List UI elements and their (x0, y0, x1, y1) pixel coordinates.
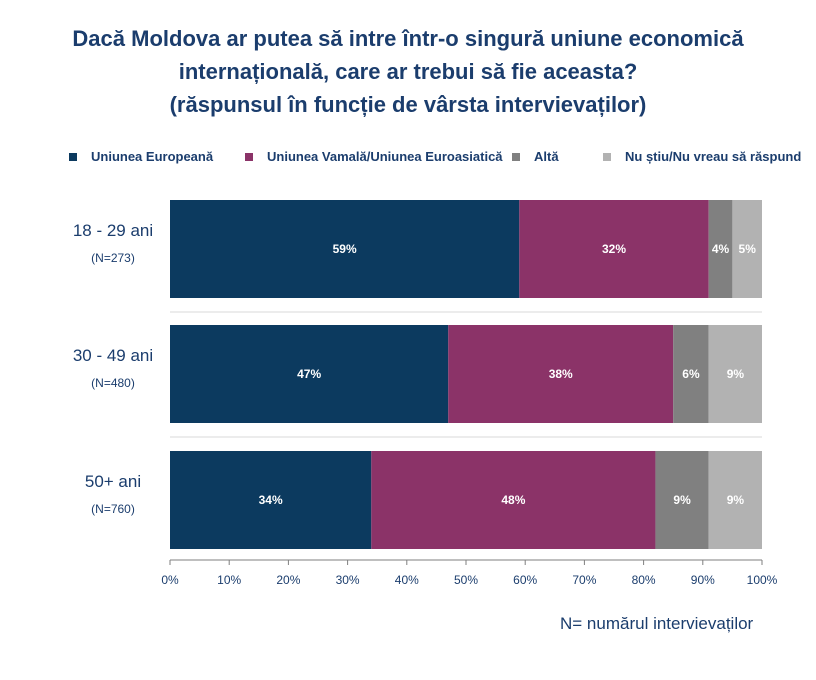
sample-size-label: (N=760) (91, 502, 135, 516)
bar-segment (655, 451, 709, 549)
bar-segment (519, 200, 709, 298)
bar-segment (170, 325, 449, 423)
legend-swatch (603, 152, 611, 161)
legend-item-uniunea-vamala: Uniunea Vamală/Uniunea Euroasiatică (245, 149, 503, 164)
sample-size-label: (N=273) (91, 251, 135, 265)
data-label: 48% (501, 493, 525, 507)
chart-legend: Uniunea Europeană Uniunea Vamală/Uniunea… (0, 149, 816, 169)
data-label: 6% (682, 367, 700, 381)
x-tick-label: 100% (747, 573, 778, 587)
data-label: 9% (727, 493, 745, 507)
bar-segment (170, 200, 520, 298)
x-tick-label: 60% (513, 573, 537, 587)
x-tick-label: 70% (572, 573, 596, 587)
bar-segment (708, 325, 762, 423)
legend-swatch (69, 152, 77, 161)
chart-title: Dacă Moldova ar putea să intre într-o si… (0, 22, 816, 121)
bar-segment (708, 451, 762, 549)
chart-title-line-1: Dacă Moldova ar putea să intre într-o si… (72, 26, 744, 51)
category-label: 30 - 49 ani (73, 346, 153, 365)
x-tick-label: 10% (217, 573, 241, 587)
x-tick-label: 20% (276, 573, 300, 587)
sample-size-note: N= numărul intervievaților (560, 614, 754, 633)
bar-segment (371, 451, 656, 549)
bar-segment (673, 325, 709, 423)
chart-title-line-2: internațională, care ar trebui să fie ac… (178, 59, 638, 84)
x-tick-label: 40% (395, 573, 419, 587)
legend-label: Uniunea Vamală/Uniunea Euroasiatică (267, 149, 503, 164)
legend-swatch (245, 152, 253, 161)
legend-item-nu-stiu: Nu știu/Nu vreau să răspund (603, 149, 801, 164)
legend-label: Altă (534, 149, 559, 164)
data-label: 5% (739, 242, 757, 256)
data-label: 34% (259, 493, 283, 507)
legend-label: Nu știu/Nu vreau să răspund (625, 149, 802, 164)
bar-segment (732, 200, 762, 298)
sample-size-label: (N=480) (91, 376, 135, 390)
bar-segment (708, 200, 733, 298)
bar-segment (448, 325, 674, 423)
legend-item-alta: Altă (512, 149, 559, 164)
data-label: 32% (602, 242, 626, 256)
legend-label: Uniunea Europeană (91, 149, 214, 164)
data-label: 9% (673, 493, 691, 507)
legend-swatch (512, 152, 520, 161)
x-tick-label: 30% (336, 573, 360, 587)
category-label: 18 - 29 ani (73, 221, 153, 240)
x-tick-label: 50% (454, 573, 478, 587)
legend-item-uniunea-europeana: Uniunea Europeană (69, 149, 213, 164)
data-label: 9% (727, 367, 745, 381)
x-tick-label: 80% (632, 573, 656, 587)
data-label: 59% (333, 242, 357, 256)
x-tick-label: 0% (161, 573, 179, 587)
bar-segment (170, 451, 372, 549)
chart-title-line-3: (răspunsul în funcție de vârsta intervie… (169, 92, 647, 117)
data-label: 47% (297, 367, 321, 381)
category-label: 50+ ani (85, 472, 141, 491)
x-tick-label: 90% (691, 573, 715, 587)
data-label: 38% (549, 367, 573, 381)
data-label: 4% (712, 242, 730, 256)
